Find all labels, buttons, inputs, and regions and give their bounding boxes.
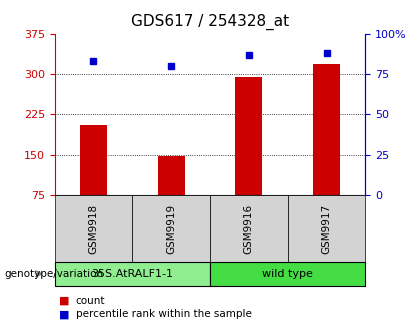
Bar <box>313 64 340 195</box>
Text: GDS617 / 254328_at: GDS617 / 254328_at <box>131 13 289 30</box>
Text: genotype/variation: genotype/variation <box>4 269 103 279</box>
Text: count: count <box>76 296 105 306</box>
Bar <box>235 77 262 195</box>
Text: GSM9919: GSM9919 <box>166 203 176 254</box>
Text: GSM9918: GSM9918 <box>89 203 98 254</box>
Text: ■: ■ <box>59 296 69 306</box>
Text: GSM9916: GSM9916 <box>244 203 254 254</box>
Bar <box>158 156 185 195</box>
Text: GSM9917: GSM9917 <box>322 203 331 254</box>
Text: wild type: wild type <box>262 269 313 279</box>
Text: 35S.AtRALF1-1: 35S.AtRALF1-1 <box>91 269 173 279</box>
Text: percentile rank within the sample: percentile rank within the sample <box>76 309 252 319</box>
Bar <box>80 125 107 195</box>
Text: ■: ■ <box>59 309 69 319</box>
